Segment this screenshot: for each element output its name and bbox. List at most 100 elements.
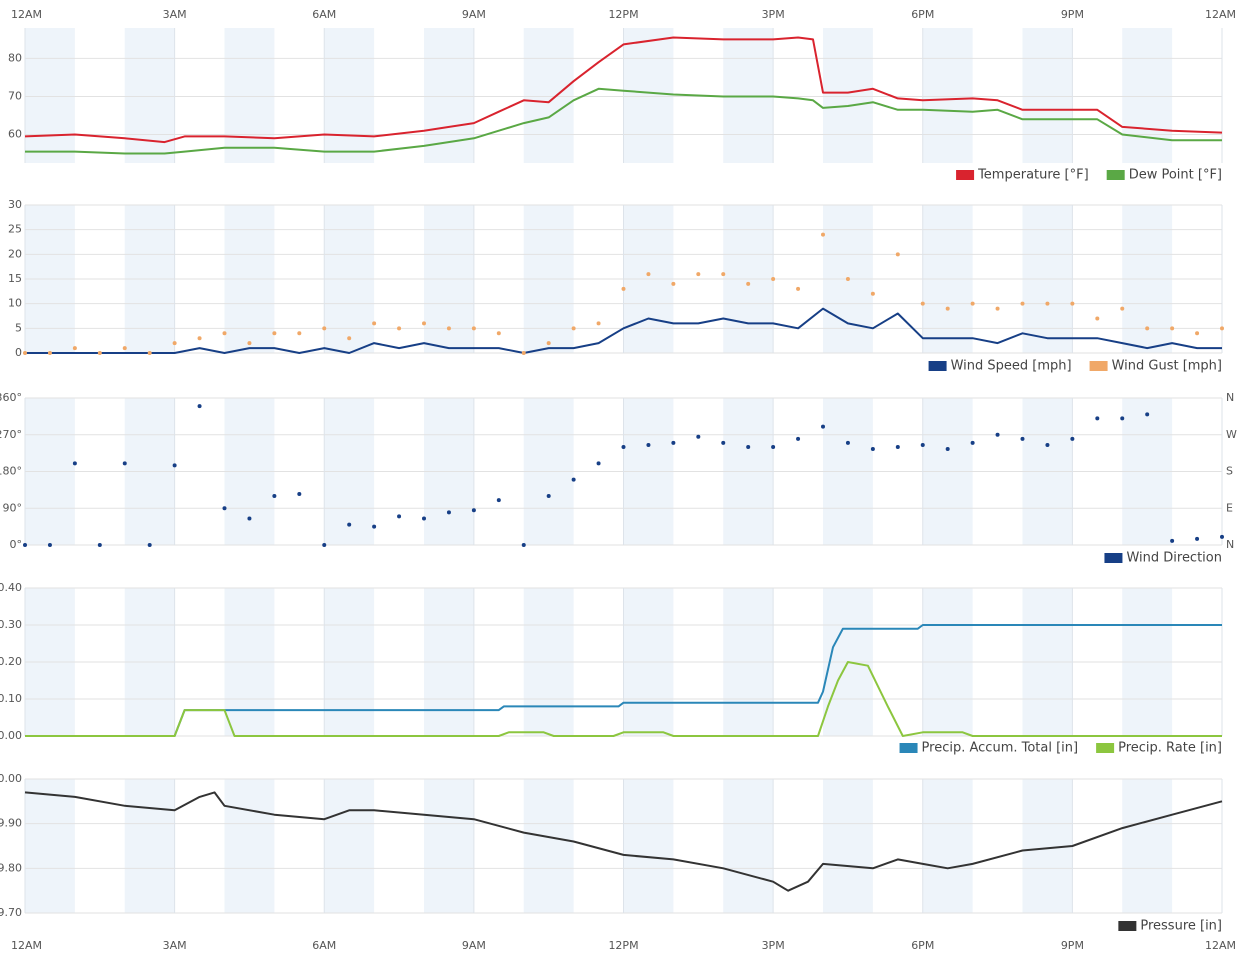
data-point bbox=[895, 252, 900, 257]
series-line bbox=[25, 661, 1222, 737]
legend-label: Wind Speed [mph] bbox=[951, 359, 1072, 374]
data-point bbox=[272, 331, 277, 336]
data-point bbox=[322, 543, 327, 547]
data-point bbox=[521, 543, 526, 547]
hour-band bbox=[324, 779, 375, 913]
x-tick-label: 9PM bbox=[1061, 8, 1084, 21]
data-point bbox=[571, 326, 576, 331]
data-point bbox=[721, 440, 726, 445]
data-point bbox=[47, 351, 52, 355]
data-point bbox=[471, 326, 476, 331]
data-point bbox=[521, 351, 526, 355]
y-tick-label: 29.90 bbox=[0, 817, 22, 830]
panel: 29.70 29.80 29.90 30.00 12AM 3AM 6AM 9AM 12PM 3PM… bbox=[0, 772, 1236, 952]
panel: 0.00 0.10 0.20 0.30 0.40 Precip. Rate [in] Pre… bbox=[0, 581, 1223, 756]
panel: 0° 90° 180° 270° 360° N E S W N Wind Direction bbox=[0, 391, 1237, 566]
data-point bbox=[97, 351, 102, 355]
data-point bbox=[995, 306, 1000, 311]
data-point bbox=[1170, 538, 1175, 543]
y-tick-label: 30 bbox=[8, 198, 22, 211]
data-point bbox=[422, 321, 426, 326]
data-point bbox=[870, 291, 875, 296]
data-point bbox=[821, 232, 825, 237]
data-point bbox=[496, 498, 501, 503]
legend-label: Pressure [in] bbox=[1140, 919, 1222, 934]
data-point bbox=[696, 272, 701, 277]
y-tick-label: 90° bbox=[3, 501, 23, 514]
data-point bbox=[671, 440, 676, 445]
hour-band bbox=[1122, 779, 1173, 913]
x-tick-label: 3PM bbox=[762, 939, 785, 952]
y2-tick-label: S bbox=[1226, 465, 1233, 478]
y-tick-label: 0.00 bbox=[0, 729, 22, 742]
data-point bbox=[247, 341, 252, 346]
data-point bbox=[1220, 534, 1224, 539]
series-line bbox=[25, 307, 1222, 354]
y-tick-label: 270° bbox=[0, 428, 22, 441]
data-point bbox=[1120, 416, 1125, 421]
y-tick-label: 29.80 bbox=[0, 861, 22, 874]
data-point bbox=[995, 432, 1000, 437]
data-point bbox=[845, 277, 850, 281]
y-tick-label: 25 bbox=[8, 223, 22, 236]
data-point bbox=[771, 277, 776, 281]
y-tick-label: 80 bbox=[8, 51, 22, 64]
legend-swatch bbox=[956, 170, 975, 180]
legend-label: Temperature [°F] bbox=[977, 168, 1089, 183]
data-point bbox=[746, 445, 751, 449]
legend-label: Precip. Rate [in] bbox=[1118, 741, 1222, 756]
data-point bbox=[172, 463, 177, 468]
data-point bbox=[471, 508, 476, 513]
data-point bbox=[1120, 306, 1125, 311]
y-tick-label: 70 bbox=[8, 89, 22, 102]
panel: 60 70 80 12AM 3AM 6AM 9AM 12PM 3PM 6PM 9PM 12AM Dew … bbox=[8, 8, 1236, 183]
data-point bbox=[297, 331, 302, 336]
hour-band bbox=[823, 28, 873, 163]
y-tick-label: 0.40 bbox=[0, 581, 22, 594]
x-tick-label: 9PM bbox=[1061, 939, 1084, 952]
legend-swatch bbox=[1096, 743, 1115, 753]
panel: 0 5 10 15 20 25 30 Wind Gust [mph] Wind Speed [m… bbox=[8, 198, 1224, 374]
data-point bbox=[796, 436, 801, 441]
y2-tick-label: W bbox=[1226, 428, 1237, 441]
data-point bbox=[122, 461, 127, 466]
x-tick-label: 12AM bbox=[11, 8, 42, 21]
data-point bbox=[272, 494, 277, 498]
x-tick-label: 9AM bbox=[462, 939, 486, 952]
data-point bbox=[397, 326, 402, 331]
data-point bbox=[1070, 436, 1075, 441]
data-point bbox=[970, 440, 975, 445]
data-point bbox=[1020, 436, 1025, 441]
legend-swatch bbox=[899, 743, 918, 753]
data-point bbox=[920, 442, 925, 447]
y-tick-label: 15 bbox=[8, 272, 22, 285]
data-point bbox=[72, 461, 77, 466]
data-point bbox=[247, 516, 252, 521]
data-point bbox=[1145, 412, 1150, 417]
legend-label: Wind Direction bbox=[1126, 551, 1222, 566]
data-point bbox=[347, 522, 352, 527]
data-point bbox=[646, 442, 651, 447]
hour-band bbox=[224, 28, 275, 163]
data-point bbox=[372, 321, 377, 326]
hour-band bbox=[523, 28, 574, 163]
legend-swatch bbox=[1118, 921, 1137, 931]
y2-tick-label: N bbox=[1226, 391, 1234, 404]
data-point bbox=[23, 351, 27, 355]
data-point bbox=[23, 543, 27, 547]
x-tick-label: 6AM bbox=[312, 939, 336, 952]
data-point bbox=[1095, 316, 1100, 321]
hour-band bbox=[523, 779, 574, 913]
data-point bbox=[895, 445, 900, 449]
x-tick-label: 6PM bbox=[911, 939, 934, 952]
y-tick-label: 10 bbox=[8, 297, 22, 310]
legend-swatch bbox=[1106, 170, 1125, 180]
data-point bbox=[47, 543, 52, 547]
y-tick-label: 60 bbox=[8, 127, 22, 140]
data-point bbox=[1145, 326, 1150, 331]
data-point bbox=[496, 331, 501, 336]
data-point bbox=[621, 286, 626, 291]
series-line bbox=[25, 87, 1222, 155]
data-point bbox=[322, 326, 327, 331]
